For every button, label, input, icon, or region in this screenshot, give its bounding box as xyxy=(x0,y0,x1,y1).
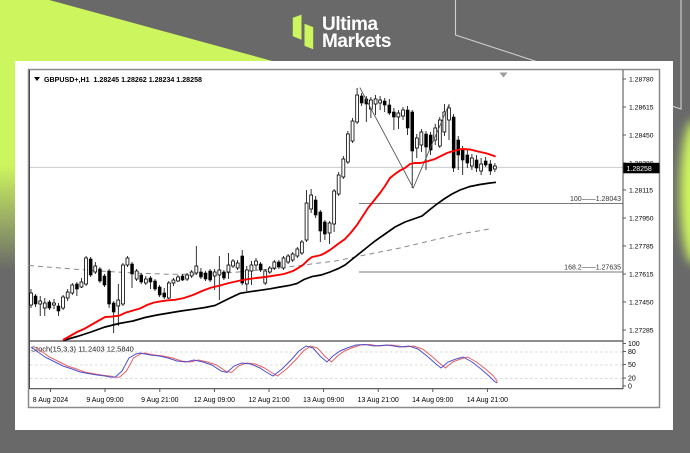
svg-text:168.2——1.27635: 168.2——1.27635 xyxy=(564,265,621,272)
svg-text:9 Aug 21:00: 9 Aug 21:00 xyxy=(141,397,178,404)
svg-text:13 Aug 09:00: 13 Aug 09:00 xyxy=(303,397,344,404)
svg-text:80: 80 xyxy=(628,349,636,356)
svg-text:20: 20 xyxy=(628,376,636,383)
svg-text:50: 50 xyxy=(628,362,636,369)
svg-text:1.27450: 1.27450 xyxy=(629,300,654,307)
svg-text:1.27950: 1.27950 xyxy=(629,216,654,223)
svg-text:Stoch(15,3,3) 11.2403 12.5840: Stoch(15,3,3) 11.2403 12.5840 xyxy=(31,345,134,354)
svg-text:12 Aug 21:00: 12 Aug 21:00 xyxy=(248,397,289,404)
svg-text:9 Aug 09:00: 9 Aug 09:00 xyxy=(86,397,123,404)
svg-text:100——1.28043: 100——1.28043 xyxy=(570,196,621,203)
svg-text:1.27785: 1.27785 xyxy=(629,244,654,251)
svg-text:13 Aug 21:00: 13 Aug 21:00 xyxy=(358,397,399,404)
svg-text:12 Aug 09:00: 12 Aug 09:00 xyxy=(194,397,235,404)
svg-text:Ultima: Ultima xyxy=(322,14,379,35)
svg-text:14 Aug 21:00: 14 Aug 21:00 xyxy=(467,397,508,404)
svg-text:1.28615: 1.28615 xyxy=(629,105,654,112)
svg-text:1.27615: 1.27615 xyxy=(629,272,654,279)
svg-text:1.28115: 1.28115 xyxy=(629,188,653,195)
svg-text:1.28780: 1.28780 xyxy=(629,77,654,84)
svg-text:1.28258: 1.28258 xyxy=(627,166,652,173)
svg-text:100: 100 xyxy=(628,341,640,348)
svg-text:8 Aug 2024: 8 Aug 2024 xyxy=(33,397,69,404)
svg-text:0: 0 xyxy=(628,384,632,391)
svg-text:1.28450: 1.28450 xyxy=(629,133,654,140)
svg-text:1.27285: 1.27285 xyxy=(629,328,654,335)
svg-text:GBPUSD+,H1 1.28245 1.28262 1.: GBPUSD+,H1 1.28245 1.28262 1.28234 1.282… xyxy=(44,76,202,84)
svg-text:Markets: Markets xyxy=(322,31,391,52)
svg-text:14 Aug 09:00: 14 Aug 09:00 xyxy=(412,397,453,404)
